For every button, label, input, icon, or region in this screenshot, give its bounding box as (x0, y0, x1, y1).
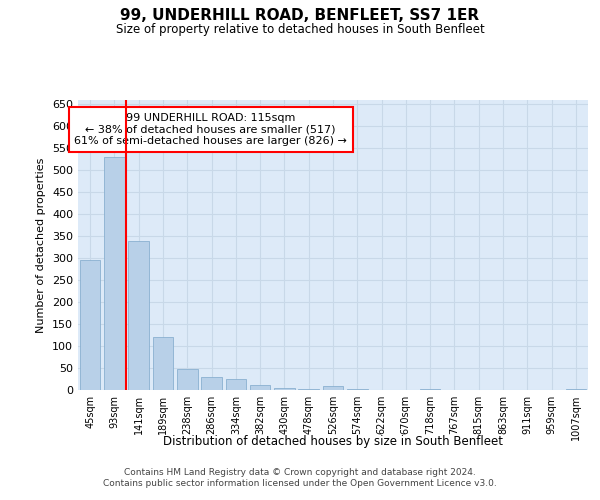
Bar (298, 388, 319, 390)
Text: Distribution of detached houses by size in South Benfleet: Distribution of detached houses by size … (163, 435, 503, 448)
Bar (347, 388, 368, 390)
Bar (250, 384, 271, 390)
Text: 99, UNDERHILL ROAD, BENFLEET, SS7 1ER: 99, UNDERHILL ROAD, BENFLEET, SS7 1ER (121, 8, 479, 22)
Bar (420, 388, 440, 390)
Bar (201, 377, 222, 390)
Bar (80, 260, 100, 390)
Text: 99 UNDERHILL ROAD: 115sqm
← 38% of detached houses are smaller (517)
61% of semi: 99 UNDERHILL ROAD: 115sqm ← 38% of detac… (74, 113, 347, 146)
Bar (566, 388, 586, 390)
Bar (128, 240, 149, 390)
Bar (177, 369, 197, 390)
Bar (152, 338, 173, 390)
Bar (104, 157, 125, 390)
Y-axis label: Number of detached properties: Number of detached properties (37, 158, 46, 332)
Bar (323, 386, 343, 390)
Text: Size of property relative to detached houses in South Benfleet: Size of property relative to detached ho… (116, 22, 484, 36)
Text: Contains HM Land Registry data © Crown copyright and database right 2024.
Contai: Contains HM Land Registry data © Crown c… (103, 468, 497, 487)
Bar (274, 388, 295, 390)
Bar (226, 379, 246, 390)
